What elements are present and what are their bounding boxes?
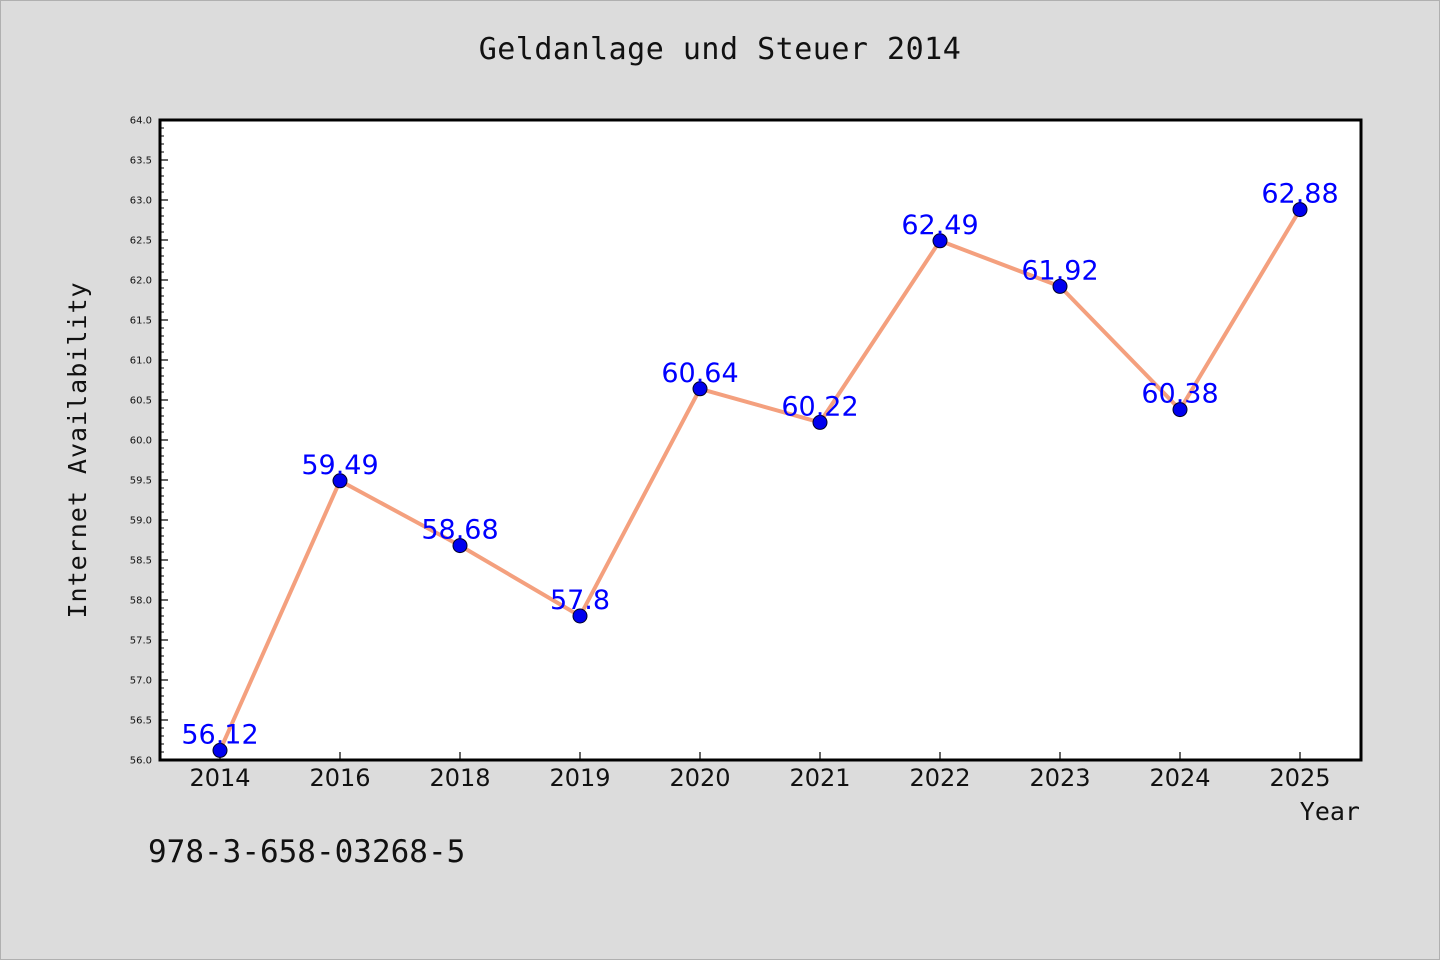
data-label: 59.49 (301, 450, 378, 481)
x-tick-label: 2023 (1029, 764, 1090, 792)
y-tick-label: 61.5 (130, 316, 152, 327)
series-line (218, 208, 1302, 752)
data-point (212, 742, 228, 758)
data-point (1172, 402, 1188, 418)
data-point (332, 473, 348, 489)
y-tick-label: 64.0 (130, 116, 152, 127)
data-point (1052, 278, 1068, 294)
y-tick-label: 58.0 (130, 596, 152, 607)
y-tick-label: 59.5 (130, 476, 152, 487)
y-tick-label: 57.0 (130, 676, 152, 687)
y-tick-label: 62.5 (130, 236, 152, 247)
data-label: 61.92 (1021, 255, 1098, 286)
y-tick-label: 56.5 (130, 716, 152, 727)
x-tick-label: 2016 (309, 764, 370, 792)
x-tick-label: 2022 (909, 764, 970, 792)
chart-title: Geldanlage und Steuer 2014 (478, 32, 962, 67)
data-point (572, 608, 588, 624)
x-tick-label: 2021 (789, 764, 850, 792)
y-tick-label: 61.0 (130, 356, 152, 367)
y-tick-label: 63.0 (130, 196, 152, 207)
isbn-footer: 978-3-658-03268-5 (148, 834, 466, 870)
data-label: 60.22 (781, 391, 858, 422)
x-tick-label: 2018 (429, 764, 490, 792)
y-tick-label: 60.5 (130, 396, 152, 407)
data-point (452, 538, 468, 554)
x-axis: 2014 2016 2018 2019 2020 2021 2022 2023 2024 2025 (189, 752, 1331, 792)
data-point (812, 414, 828, 430)
data-point (1292, 202, 1308, 218)
y-tick-label: 62.0 (130, 276, 152, 287)
y-tick-label: 60.0 (130, 436, 152, 447)
data-point (692, 381, 708, 397)
data-point (932, 233, 948, 249)
data-label: 57.8 (550, 585, 610, 616)
y-tick-label: 58.5 (130, 556, 152, 567)
data-label: 60.64 (661, 358, 738, 389)
data-label: 58.68 (421, 515, 498, 546)
plot-area (158, 118, 1363, 762)
x-axis-label: Year (1300, 797, 1360, 826)
data-label: 62.88 (1261, 179, 1338, 210)
data-label: 62.49 (901, 210, 978, 241)
x-tick-label: 2024 (1149, 764, 1210, 792)
x-tick-label: 2020 (669, 764, 730, 792)
x-tick-label: 2025 (1269, 764, 1330, 792)
y-tick-label: 57.5 (130, 636, 152, 647)
x-tick-label: 2019 (549, 764, 610, 792)
data-label: 60.38 (1141, 379, 1218, 410)
y-tick-label: 59.0 (130, 516, 152, 527)
y-tick-label: 63.5 (130, 156, 152, 167)
y-axis-label: Internet Availability (63, 281, 92, 618)
x-tick-label: 2014 (189, 764, 250, 792)
y-tick-label: 56.0 (130, 756, 152, 767)
y-axis: 56.0 56.5 57.0 57.5 58.0 58.5 59.0 59.5 60.0 60.5… (130, 116, 168, 767)
data-series: 56.12 59.49 58.68 57.8 60.64 60.22 62.49 61.92 6… (181, 179, 1339, 758)
data-label: 56.12 (181, 719, 258, 750)
